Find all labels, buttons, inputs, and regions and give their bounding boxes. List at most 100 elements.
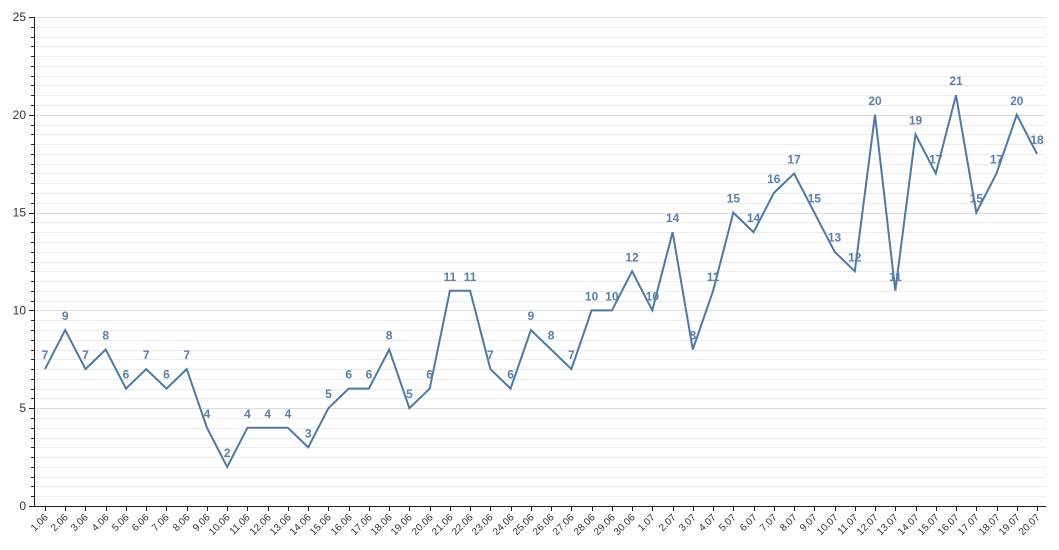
x-tick-label: 8.06 <box>171 512 193 534</box>
series-group <box>44 94 1038 470</box>
x-tick-label: 4.07 <box>697 512 719 534</box>
data-label: 15 <box>808 192 822 206</box>
data-label: 5 <box>325 387 332 401</box>
y-tick-label: 5 <box>19 401 26 415</box>
x-tick-label: 18.06 <box>369 512 395 538</box>
x-tick-label: 26.06 <box>531 512 557 538</box>
x-tick-label: 6.07 <box>738 512 760 534</box>
x-tick-label: 3.07 <box>677 512 699 534</box>
x-tick-label: 7.07 <box>758 512 780 534</box>
x-tick-label: 18.07 <box>977 512 1003 538</box>
data-label: 8 <box>386 329 393 343</box>
x-tick-label: 15.06 <box>308 512 334 538</box>
x-tick-label: 13.07 <box>875 512 901 538</box>
data-label: 2 <box>224 446 231 460</box>
y-tick-label: 25 <box>13 10 27 24</box>
x-axis-ticks: 1.062.063.06 4.065.066.067.06 8.069.0610.0… <box>29 506 1043 538</box>
data-label: 8 <box>102 329 109 343</box>
data-label: 17 <box>929 152 943 166</box>
x-tick-label: 21.06 <box>430 512 456 538</box>
x-tick-label: 11.07 <box>836 512 861 537</box>
x-tick-label: 5.06 <box>110 512 132 534</box>
x-tick-label: 20.06 <box>410 512 436 538</box>
x-tick-label: 1.07 <box>636 512 658 534</box>
data-label: 10 <box>605 289 619 303</box>
x-tick-label: 1.06 <box>29 512 51 534</box>
x-tick-label: 15.07 <box>916 512 942 538</box>
data-label: 21 <box>949 74 963 88</box>
data-label: 15 <box>970 192 984 206</box>
y-tick-label: 15 <box>13 206 27 220</box>
x-tick-label: 11.06 <box>228 512 253 537</box>
x-tick-label: 24.06 <box>491 512 517 538</box>
x-tick-label: 12.06 <box>248 512 274 538</box>
data-label: 8 <box>548 329 555 343</box>
data-label: 10 <box>646 289 660 303</box>
data-label: 6 <box>507 368 514 382</box>
data-label: 6 <box>123 368 130 382</box>
x-tick-label: 25.06 <box>511 512 537 538</box>
data-label: 20 <box>868 94 882 108</box>
x-tick-label: 30.06 <box>612 512 638 538</box>
data-label: 12 <box>848 250 862 264</box>
x-tick-label: 16.07 <box>936 512 962 538</box>
x-tick-label: 8.07 <box>778 512 800 534</box>
data-label: 11 <box>707 270 720 284</box>
data-label: 3 <box>305 426 312 440</box>
x-tick-label: 16.06 <box>329 512 355 538</box>
data-label: 4 <box>204 407 211 421</box>
y-tick-label: 10 <box>13 303 27 317</box>
data-label: 4 <box>244 407 251 421</box>
data-label: 9 <box>62 309 69 323</box>
y-tick-label: 0 <box>19 499 26 513</box>
data-label: 20 <box>1010 94 1024 108</box>
data-label: 8 <box>689 329 696 343</box>
x-tick-label: 10.07 <box>815 512 841 538</box>
data-label: 4 <box>285 407 292 421</box>
data-label: 6 <box>426 368 433 382</box>
data-label: 18 <box>1030 133 1044 147</box>
data-label: 7 <box>143 348 150 362</box>
data-label: 6 <box>163 368 170 382</box>
x-tick-label: 17.06 <box>349 512 375 538</box>
data-label: 19 <box>909 113 923 127</box>
x-tick-label: 10.06 <box>207 512 233 538</box>
data-label: 5 <box>406 387 413 401</box>
data-label: 15 <box>727 192 741 206</box>
data-label: 7 <box>42 348 49 362</box>
data-label: 10 <box>585 289 599 303</box>
data-label: 7 <box>82 348 89 362</box>
data-label: 9 <box>528 309 535 323</box>
grid-lines <box>34 17 1046 507</box>
x-tick-label: 28.06 <box>572 512 598 538</box>
x-tick-label: 4.06 <box>90 512 112 534</box>
x-tick-label: 14.07 <box>896 512 922 538</box>
data-label: 11 <box>464 270 477 284</box>
x-tick-label: 29.06 <box>592 512 618 538</box>
x-tick-label: 20.07 <box>1017 512 1043 538</box>
x-tick-label: 7.06 <box>150 512 172 534</box>
x-tick-label: 27.06 <box>551 512 577 538</box>
x-tick-label: 6.06 <box>130 512 152 534</box>
x-tick-label: 2.07 <box>657 512 679 534</box>
data-label: 13 <box>828 231 842 245</box>
y-tick-label: 20 <box>13 108 27 122</box>
data-label: 7 <box>487 348 494 362</box>
x-tick-label: 13.06 <box>268 512 294 538</box>
x-tick-label: 23.06 <box>470 512 496 538</box>
series-line <box>44 94 1038 470</box>
x-tick-label: 17.07 <box>956 512 982 538</box>
data-label: 11 <box>444 270 457 284</box>
axes <box>34 17 1046 507</box>
data-label: 7 <box>183 348 190 362</box>
x-tick-label: 19.07 <box>997 512 1023 538</box>
x-tick-label: 22.06 <box>450 512 476 538</box>
data-label: 14 <box>666 211 680 225</box>
y-axis-ticks: 0 5 10 15 20 25 <box>13 10 34 513</box>
data-label: 11 <box>889 270 902 284</box>
data-label: 12 <box>625 250 639 264</box>
data-label: 6 <box>366 368 373 382</box>
x-tick-label: 14.06 <box>288 512 314 538</box>
data-label: 6 <box>345 368 352 382</box>
